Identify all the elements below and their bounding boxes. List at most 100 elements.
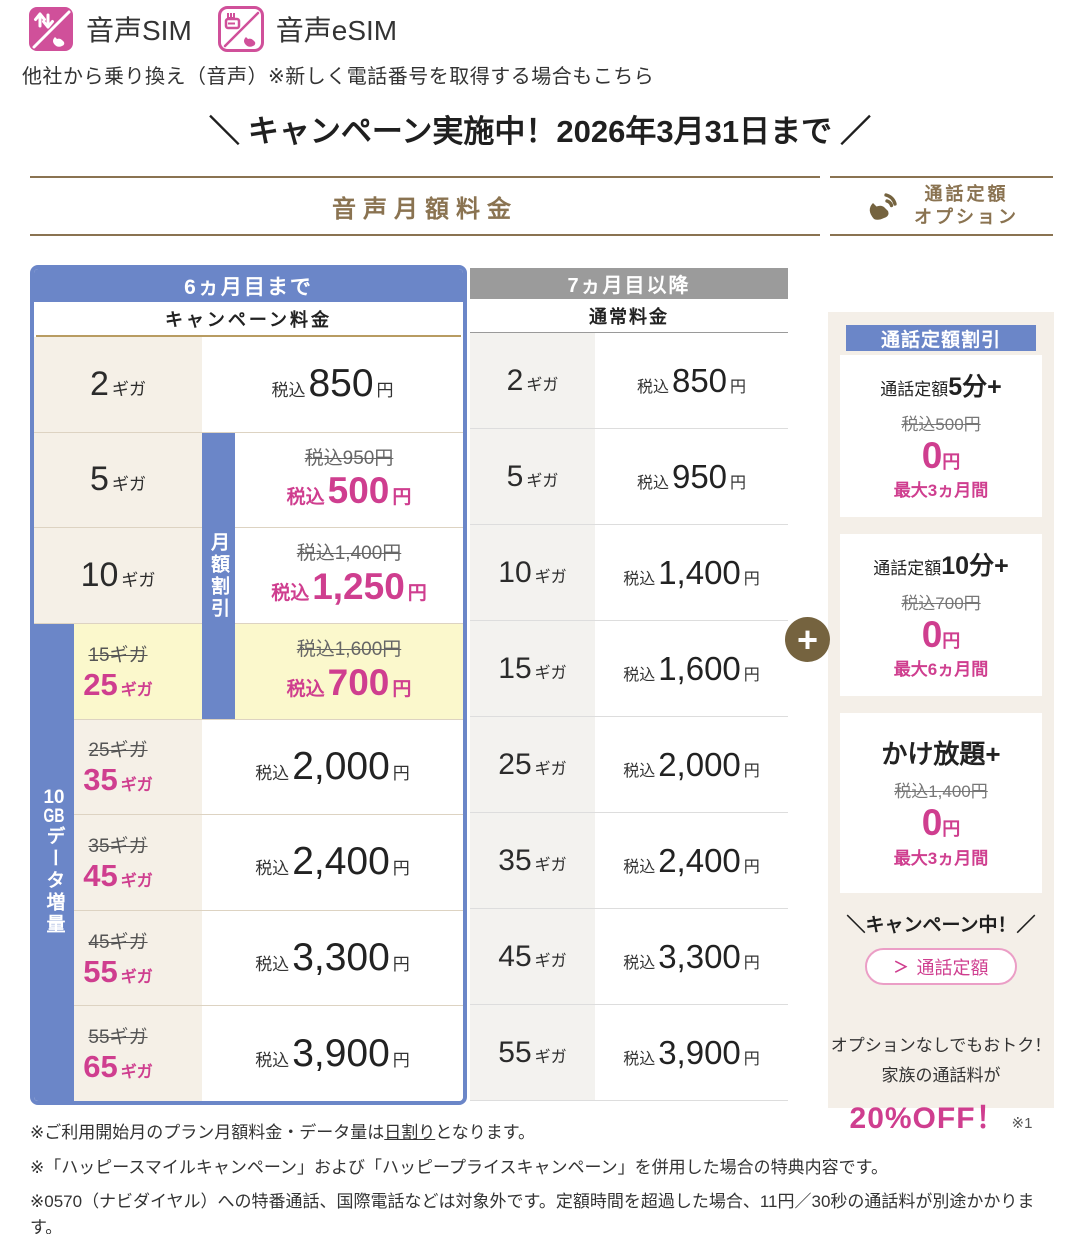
giga-label: 35 ギガ xyxy=(498,844,566,878)
panel-campaign-label: ＼キャンペーン中！／ xyxy=(846,915,1036,937)
price-label: 税込 3,900 円 xyxy=(255,1032,410,1076)
yen-label: 円 xyxy=(743,858,760,876)
banner-slash-close: ／ xyxy=(840,114,872,149)
daily-proration-link[interactable]: 日割り xyxy=(384,1123,436,1142)
plan-price: 0円 xyxy=(844,613,1038,656)
plan-price-value: 0 xyxy=(921,434,943,476)
yen-label: 円 xyxy=(392,955,410,975)
table-row-highlighted: 15ギガ 25 ギガ 税込1,600円 税込 700 円 xyxy=(34,622,463,719)
giga-unit: ギガ xyxy=(534,760,567,778)
tax-label: 税込 xyxy=(623,858,656,876)
yen-label: 円 xyxy=(743,570,760,588)
table-row: 45 ギガ 税込 3,300 円 xyxy=(470,909,788,1005)
giga-cell: 2 ギガ xyxy=(470,333,595,428)
plan-name-big: かけ放題+ xyxy=(881,739,1001,770)
plan-old-price: 税込1,400円 xyxy=(894,782,988,802)
option-card-10min: 通話定額10分+ 税込700円 0円 最大6ヵ月間 xyxy=(840,534,1042,697)
giga-cell: 5 ギガ xyxy=(34,432,202,528)
price-cell: 税込 3,900 円 xyxy=(595,1005,788,1100)
footnote-3: ※0570（ナビダイヤル）への特番通話、国際電話などは対象外です。定額時間を超過… xyxy=(30,1192,1035,1234)
price-cell: 税込 3,900 円 xyxy=(202,1006,463,1101)
campaign-banner: ＼ キャンペーン実施中！2026年3月31日まで／ xyxy=(0,106,1080,151)
tax-label: 税込 xyxy=(286,487,325,509)
call-option-panel: 通話定額割引 通話定額5分+ 税込500円 0円 最大3ヵ月間 通話定額10分+… xyxy=(828,312,1054,1135)
tax-label: 税込 xyxy=(636,378,669,396)
discount-price: 税込 700 円 xyxy=(287,662,412,704)
giga-value: 2 xyxy=(506,363,524,397)
giga-value: 45 xyxy=(498,939,532,973)
plan-duration: 最大6ヵ月間 xyxy=(893,660,989,680)
plan-price-value: 0 xyxy=(921,613,943,655)
option-card-5min: 通話定額5分+ 税込500円 0円 最大3ヵ月間 xyxy=(840,355,1042,518)
price-value: 950 xyxy=(671,457,728,495)
campaign-table-subheader: キャンペーン料金 xyxy=(36,302,461,337)
giga-unit: ギガ xyxy=(534,568,567,586)
call-flat-rate-button-label: 通話定額 xyxy=(916,957,989,978)
old-giga: 25ギガ xyxy=(88,740,148,762)
footnotes: ※ご利用開始月のプラン月額料金・データ量は日割りとなります。 ※「ハッピースマイ… xyxy=(30,1120,1058,1234)
table-row: 2 ギガ 税込 850 円 xyxy=(470,333,788,429)
data-increase-text: データ増量 xyxy=(43,826,65,937)
price-cell: 税込 1,600 円 xyxy=(595,621,788,716)
footnote-1: ※ご利用開始月のプラン月額料金・データ量は日割りとなります。 xyxy=(30,1120,1058,1146)
price-value: 3,900 xyxy=(292,1031,390,1075)
old-giga: 35ギガ xyxy=(88,835,148,857)
legend-label-voice-sim: 音声SIM xyxy=(86,15,192,46)
price-value: 850 xyxy=(308,362,374,406)
giga-unit: ギガ xyxy=(534,952,567,970)
giga-unit: ギガ xyxy=(534,664,567,682)
off-percentage: 20%OFF！ xyxy=(849,1101,1007,1135)
plan-old-price: 税込500円 xyxy=(901,414,981,434)
yen-label: 円 xyxy=(392,678,412,700)
table-row: 35ギガ 45 ギガ 税込 2,400 円 xyxy=(34,814,463,910)
giga-unit: ギガ xyxy=(534,856,567,874)
call-flat-rate-button[interactable]: ＞ 通話定額 xyxy=(865,948,1017,986)
giga-label: 2 ギガ xyxy=(90,365,146,404)
data-increase-strip: 10GBデータ増量 xyxy=(34,623,74,1101)
yen-label: 円 xyxy=(392,487,412,509)
giga-unit: ギガ xyxy=(121,571,156,591)
footnote-2: ※「ハッピースマイルキャンペーン」および「ハッピープライスキャンペーン」を併用し… xyxy=(30,1157,888,1177)
giga-unit: ギガ xyxy=(120,872,153,890)
phone-icon xyxy=(869,193,897,220)
giga-cell: 5 ギガ xyxy=(470,429,595,524)
giga-label: 2 ギガ xyxy=(507,364,559,398)
plan-old-price: 税込700円 xyxy=(901,593,981,613)
sim-type-legend: 音声SIM 音声eSIM xyxy=(28,6,397,52)
giga-value: 25 xyxy=(83,666,118,702)
giga-label: 35 ギガ xyxy=(83,762,153,798)
price-label: 税込 2,000 円 xyxy=(255,745,410,789)
giga-value: 35 xyxy=(83,762,118,798)
price-value: 1,250 xyxy=(312,565,405,607)
table-row: 45ギガ 55 ギガ 税込 3,300 円 xyxy=(34,909,463,1006)
giga-cell: 45 ギガ xyxy=(470,909,595,1004)
tax-label: 税込 xyxy=(255,859,290,879)
option-card-unlimited: かけ放題+ 税込1,400円 0円 最大3ヵ月間 xyxy=(840,713,1042,894)
yen-label: 円 xyxy=(730,474,747,492)
yen-label: 円 xyxy=(743,1050,760,1068)
plan-name: 通話定額5分+ xyxy=(844,369,1038,407)
table-row: 10 ギガ 税込 1,400 円 xyxy=(470,525,788,621)
call-option-title-line1: 通話定額 xyxy=(924,183,1009,204)
price-cell: 税込 2,000 円 xyxy=(202,719,463,815)
giga-value: 55 xyxy=(83,953,118,989)
banner-slash-open: ＼ xyxy=(208,114,240,149)
yen-label: 円 xyxy=(392,763,410,783)
giga-label: 55 ギガ xyxy=(83,954,153,990)
plan-price: 0円 xyxy=(844,803,1038,844)
tax-label: 税込 xyxy=(255,955,290,975)
legend-label-voice-esim: 音声eSIM xyxy=(275,15,398,46)
tax-label: 税込 xyxy=(255,1050,290,1070)
price-cell: 税込1,400円 税込 1,250 円 xyxy=(202,528,463,623)
monthly-discount-strip: 月額割引 xyxy=(202,432,235,719)
giga-unit: ギガ xyxy=(120,681,153,699)
plan-name-big: 5分+ xyxy=(948,373,1002,401)
price-value: 1,400 xyxy=(658,553,741,591)
monthly-discount-label: 月額割引 xyxy=(208,531,229,620)
price-label: 税込 850 円 xyxy=(637,362,746,400)
tax-label: 税込 xyxy=(286,678,325,700)
price-cell: 税込 3,300 円 xyxy=(595,909,788,1004)
table-row: 2 ギガ 税込 850 円 xyxy=(34,337,463,432)
giga-label: 45 ギガ xyxy=(498,940,566,974)
old-giga: 55ギガ xyxy=(88,1027,148,1049)
